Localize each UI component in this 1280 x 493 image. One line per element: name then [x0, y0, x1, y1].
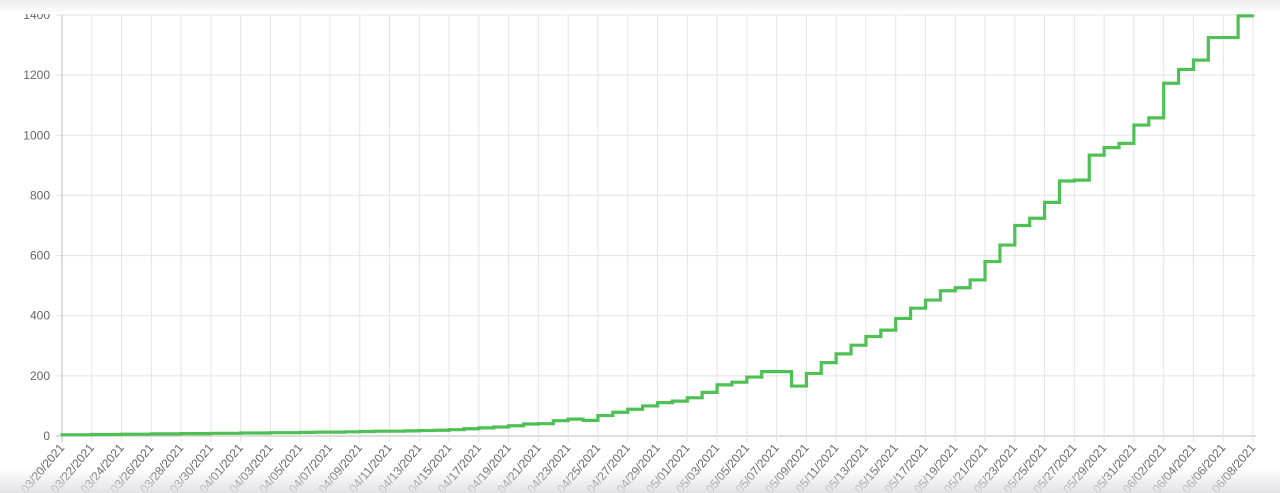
- data-point: [894, 328, 897, 332]
- data-point: [641, 407, 644, 411]
- y-tick-label: 200: [30, 369, 50, 383]
- data-point: [194, 432, 198, 435]
- data-point: [1207, 58, 1210, 62]
- data-point: [730, 383, 734, 387]
- data-point: [135, 432, 138, 436]
- data-point: [209, 432, 213, 435]
- data-point: [239, 431, 242, 435]
- data-point: [1251, 14, 1255, 18]
- data-point: [953, 289, 957, 293]
- data-point: [745, 380, 749, 384]
- data-point: [60, 433, 64, 437]
- data-point: [939, 298, 942, 302]
- data-point: [968, 286, 972, 290]
- data-point: [909, 317, 912, 320]
- y-tick-label: 800: [30, 188, 50, 202]
- data-point: [1058, 201, 1061, 204]
- data-point: [269, 431, 272, 435]
- data-point: [790, 370, 793, 373]
- data-point: [685, 399, 689, 403]
- data-point: [164, 432, 168, 436]
- y-tick-label: 1000: [23, 128, 50, 142]
- data-point: [298, 431, 302, 434]
- data-point: [418, 429, 421, 433]
- data-point: [1028, 224, 1031, 227]
- x-axis: 03/20/202103/22/202103/24/202103/26/2021…: [18, 441, 1259, 493]
- data-point: [1132, 142, 1136, 145]
- data-point: [626, 410, 630, 414]
- data-point: [596, 419, 600, 422]
- data-point: [1117, 146, 1121, 149]
- data-point: [313, 431, 317, 434]
- data-point: [1192, 68, 1195, 71]
- data-point: [492, 426, 496, 430]
- data-point: [507, 425, 510, 429]
- data-point: [983, 278, 987, 282]
- data-point: [998, 260, 1002, 263]
- data-point: [879, 335, 883, 338]
- data-point: [1147, 123, 1151, 127]
- data-point: [924, 306, 927, 310]
- data-point: [388, 429, 391, 433]
- data-point: [1102, 153, 1106, 157]
- data-point: [834, 361, 838, 364]
- data-point: [1043, 216, 1046, 220]
- y-tick-label: 400: [30, 309, 50, 323]
- data-point: [1073, 179, 1076, 183]
- data-point: [403, 429, 406, 433]
- data-point: [551, 422, 555, 425]
- data-point: [700, 396, 704, 400]
- data-point: [224, 431, 228, 435]
- data-point: [150, 432, 153, 436]
- data-point: [1221, 36, 1225, 39]
- data-point: [1087, 178, 1091, 182]
- data-point: [120, 433, 123, 436]
- data-point: [849, 352, 853, 356]
- data-point: [760, 375, 764, 379]
- data-point: [1177, 81, 1180, 85]
- data-point: [671, 401, 674, 404]
- y-tick-label: 1200: [23, 68, 50, 82]
- data-point: [537, 422, 540, 426]
- data-point: [328, 430, 332, 434]
- y-tick-label: 600: [30, 249, 50, 263]
- y-tick-label: 1400: [23, 8, 50, 22]
- data-point: [522, 424, 525, 428]
- data-point: [775, 370, 778, 373]
- data-point: [477, 427, 481, 431]
- data-point: [864, 343, 868, 347]
- series: [60, 14, 1255, 437]
- data-point: [373, 430, 376, 433]
- data-point: [805, 384, 808, 388]
- data-point: [105, 433, 108, 436]
- data-point: [715, 391, 719, 394]
- data-point: [611, 414, 615, 417]
- data-point: [1236, 36, 1240, 39]
- data-point: [179, 432, 183, 436]
- data-point: [90, 433, 94, 437]
- y-tick-label: 0: [43, 429, 50, 443]
- data-point: [1162, 116, 1165, 120]
- data-point: [447, 428, 451, 432]
- data-point: [358, 430, 362, 434]
- data-point: [581, 417, 585, 421]
- data-point: [656, 404, 659, 408]
- data-point: [1013, 243, 1017, 247]
- data-point: [254, 431, 257, 435]
- data-point: [462, 428, 466, 431]
- grid: [56, 14, 1256, 442]
- data-point: [566, 419, 570, 422]
- y-axis: 0 200 400 600 800 1000 1200 1400: [23, 8, 50, 443]
- data-point: [432, 429, 436, 432]
- data-point: [343, 430, 347, 434]
- data-point: [819, 372, 823, 375]
- data-point: [75, 433, 79, 437]
- data-point: [284, 431, 287, 434]
